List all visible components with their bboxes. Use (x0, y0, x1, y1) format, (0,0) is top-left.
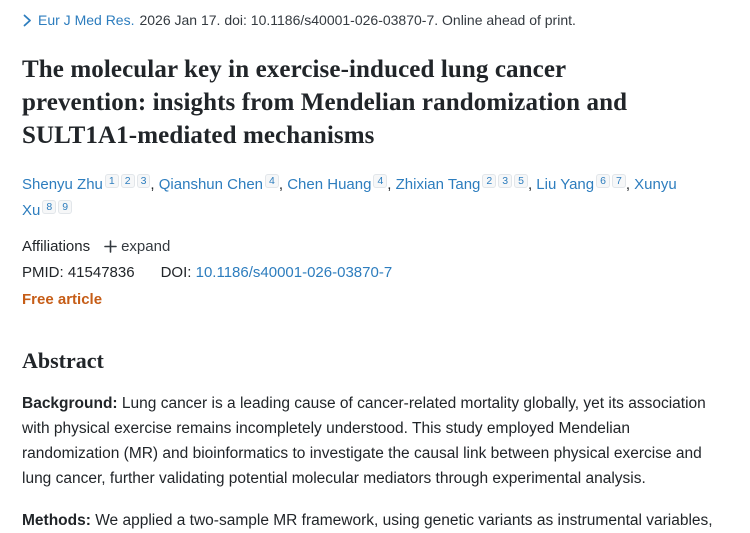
abstract-body: Background: Lung cancer is a leading cau… (22, 391, 720, 533)
affiliation-superscript[interactable]: 2 (120, 174, 135, 188)
affiliation-superscript[interactable]: 3 (498, 174, 513, 188)
author-separator: , (625, 176, 635, 193)
free-article-badge: Free article (22, 291, 103, 308)
author-separator: , (150, 176, 159, 193)
abstract-section-text: We applied a two-sample MR framework, us… (95, 512, 713, 529)
doi-label: DOI: (160, 264, 192, 281)
citation-text: 2026 Jan 17. doi: 10.1186/s40001-026-038… (139, 12, 576, 28)
affiliation-superscript[interactable]: 9 (58, 199, 73, 214)
article-title: The molecular key in exercise-induced lu… (22, 56, 628, 149)
affiliations-row: Affiliations expand (22, 238, 720, 255)
abstract-heading: Abstract (22, 348, 104, 373)
identifiers-row: PMID: 41547836 DOI: 10.1186/s40001-026-0… (22, 264, 720, 281)
author-link[interactable]: Chen Huang (287, 176, 372, 193)
doi-link[interactable]: 10.1186/s40001-026-03870-7 (195, 264, 393, 281)
pmid: PMID: 41547836 (22, 264, 135, 281)
affiliation-superscript[interactable]: 7 (611, 174, 626, 188)
author-link[interactable]: Liu Yang (536, 176, 595, 193)
affiliation-superscript[interactable]: 2 (482, 174, 497, 188)
abstract-paragraph: Background: Lung cancer is a leading cau… (22, 391, 720, 491)
affiliations-label: Affiliations (22, 238, 91, 255)
affiliation-superscript[interactable]: 6 (596, 174, 610, 188)
abstract-section-label: Background: (22, 395, 122, 412)
pmid-label: PMID: (22, 264, 64, 281)
journal-link[interactable]: Eur J Med Res. (38, 12, 135, 28)
author-separator: , (527, 176, 537, 193)
affiliation-superscript[interactable]: 8 (42, 199, 57, 214)
author-link[interactable]: Xunyu Xu (22, 176, 677, 219)
affiliation-superscript[interactable]: 4 (265, 174, 279, 188)
author-separator: , (387, 176, 396, 193)
affiliation-superscript[interactable]: 4 (373, 174, 388, 188)
expand-affiliations-button[interactable]: expand (104, 238, 170, 255)
author-link[interactable]: Shenyu Zhu (22, 176, 103, 193)
author-link[interactable]: Qianshun Chen (158, 176, 264, 193)
abstract-paragraph: Methods: We applied a two-sample MR fram… (22, 508, 720, 533)
plus-icon (104, 240, 117, 253)
affiliation-superscript[interactable]: 3 (136, 174, 151, 188)
chevron-right-icon (22, 14, 33, 27)
author-list: Shenyu Zhu 1 2 3, Qianshun Chen 4, Chen Huan… (22, 172, 677, 223)
expand-label: expand (121, 238, 171, 255)
journal-citation: Eur J Med Res. 2026 Jan 17. doi: 10.1186… (22, 12, 720, 28)
abstract-section-text: Lung cancer is a leading cause of cancer… (22, 395, 706, 487)
author-separator: , (278, 176, 288, 193)
author-link[interactable]: Zhixian Tang (395, 176, 481, 193)
abstract-section-label: Methods: (22, 512, 96, 529)
affiliation-superscript[interactable]: 5 (514, 174, 528, 188)
pmid-value: 41547836 (67, 264, 135, 281)
affiliation-superscript[interactable]: 1 (104, 174, 119, 188)
doi: DOI: 10.1186/s40001-026-03870-7 (161, 264, 393, 281)
